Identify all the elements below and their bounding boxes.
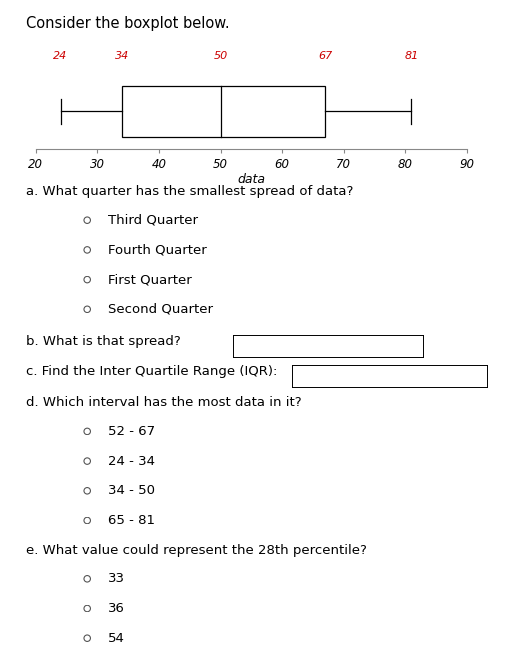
Text: Second Quarter: Second Quarter [108, 302, 213, 315]
Text: Fourth Quarter: Fourth Quarter [108, 243, 206, 256]
Text: 33: 33 [108, 572, 125, 585]
Text: 52 - 67: 52 - 67 [108, 425, 155, 438]
Text: 34 - 50: 34 - 50 [108, 484, 155, 497]
Text: d. Which interval has the most data in it?: d. Which interval has the most data in i… [26, 396, 301, 410]
Text: Consider the boxplot below.: Consider the boxplot below. [26, 16, 229, 31]
Text: b. What is that spread?: b. What is that spread? [26, 335, 181, 348]
X-axis label: data: data [238, 173, 265, 186]
Text: 54: 54 [108, 631, 125, 644]
Text: c. Find the Inter Quartile Range (IQR):: c. Find the Inter Quartile Range (IQR): [26, 365, 277, 378]
Text: 50: 50 [213, 51, 228, 60]
Text: First Quarter: First Quarter [108, 273, 191, 286]
Text: a. What quarter has the smallest spread of data?: a. What quarter has the smallest spread … [26, 185, 353, 198]
Bar [122, 86, 325, 137]
Text: 65 - 81: 65 - 81 [108, 514, 155, 527]
Text: 81: 81 [404, 51, 419, 60]
Text: 36: 36 [108, 602, 125, 615]
Text: Third Quarter: Third Quarter [108, 214, 198, 227]
Text: 67: 67 [318, 51, 332, 60]
Text: e. What value could represent the 28th percentile?: e. What value could represent the 28th p… [26, 544, 366, 557]
Text: 34: 34 [115, 51, 129, 60]
Text: 24: 24 [53, 51, 68, 60]
Text: 24 - 34: 24 - 34 [108, 454, 155, 467]
